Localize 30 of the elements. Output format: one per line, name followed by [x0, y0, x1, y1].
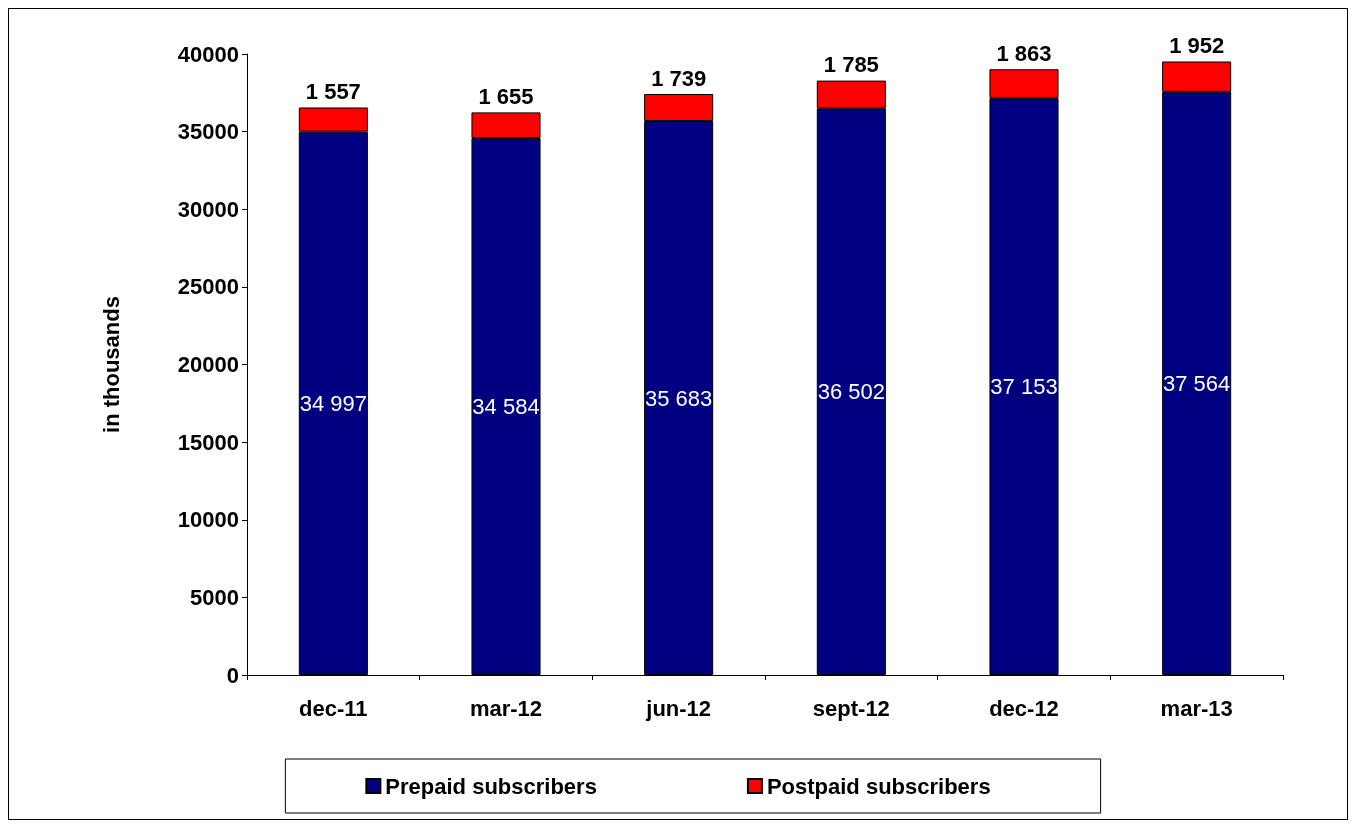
data-label: 1 739 [651, 65, 707, 91]
y-tick-label: 15000 [177, 429, 239, 455]
y-tick-label: 0 [226, 662, 239, 688]
data-label: 37 153 [990, 374, 1058, 400]
y-tick-label: 20000 [177, 352, 239, 377]
y-tick-label: 5000 [190, 584, 239, 610]
y-tick-label: 25000 [177, 274, 239, 300]
x-tick-label: jun-12 [645, 695, 712, 721]
y-axis-title: in thousands [98, 296, 124, 433]
y-tick-label: 30000 [177, 196, 239, 222]
data-label: 34 584 [472, 394, 540, 420]
data-label: 34 997 [299, 390, 367, 416]
data-label: 1 952 [1169, 33, 1225, 59]
data-label: 1 863 [996, 40, 1052, 66]
data-label: 1 655 [478, 83, 534, 109]
y-tick-label: 40000 [177, 41, 239, 67]
data-label: 35 683 [645, 385, 713, 411]
x-tick-label: dec-12 [989, 695, 1059, 721]
data-label: 37 564 [1163, 370, 1231, 396]
x-tick-label: dec-11 [299, 695, 368, 721]
y-tick-label: 35000 [177, 119, 239, 145]
legend-label: Prepaid subscribers [385, 773, 597, 799]
legend-label: Postpaid subscribers [766, 773, 991, 799]
y-tick-label: 10000 [177, 507, 239, 533]
x-tick-label: sept-12 [812, 695, 890, 721]
data-label: 36 502 [817, 379, 885, 405]
x-tick-label: mar-12 [469, 695, 543, 721]
data-label: 1 785 [823, 52, 879, 78]
x-tick-label: mar-13 [1160, 695, 1233, 721]
data-label: 1 557 [305, 79, 361, 104]
